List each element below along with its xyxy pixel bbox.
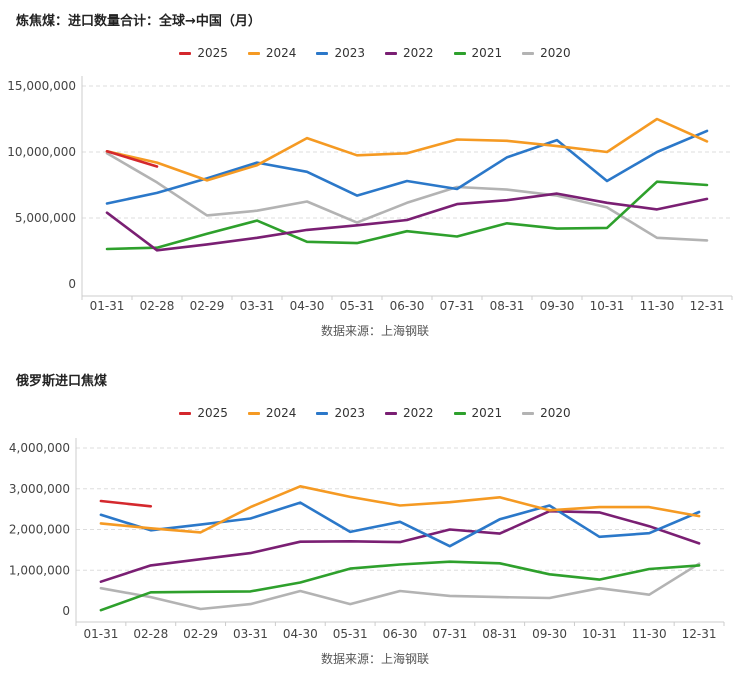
x-tick-label: 07-31 [440, 299, 475, 313]
series-line-2025[interactable] [99, 499, 153, 508]
x-tick-label: 02-28 [140, 299, 175, 313]
series-line-2020[interactable] [105, 152, 709, 242]
legend-label: 2021 [471, 46, 503, 60]
x-tick-label: 07-31 [432, 627, 467, 641]
x-tick-label: 06-30 [383, 627, 418, 641]
legend-swatch [385, 411, 397, 415]
legend-label: 2023 [334, 46, 365, 60]
y-tick-label: 4,000,000 [9, 441, 70, 455]
legend-label: 2024 [265, 46, 297, 60]
x-tick-label: 08-31 [482, 627, 517, 641]
chart-coking-coal-imports: 炼焦煤：进口数量合计：全球→中国（月） 2025 2024 2023 2022 2021… [0, 14, 750, 338]
legend-item-2024[interactable]: 2024 [247, 406, 297, 420]
x-tick-label: 02-28 [133, 627, 168, 641]
x-tick-label: 01-31 [90, 299, 125, 313]
legend-swatch [522, 411, 535, 415]
chart-plot: 0 5,000,000 10,000,000 15,000,000 01-31 02-28… [7, 76, 733, 313]
series-line-2021[interactable] [105, 180, 709, 251]
x-tick-label: 02-29 [183, 627, 218, 641]
x-tick-label: 12-31 [682, 627, 717, 641]
legend-item-2023[interactable]: 2023 [316, 46, 365, 60]
legend-item-2020[interactable]: 2020 [522, 406, 571, 420]
legend-item-2024[interactable]: 2024 [247, 46, 297, 60]
legend-item-2020[interactable]: 2020 [522, 46, 571, 60]
series-line-2023[interactable] [99, 501, 701, 548]
y-tick-label: 1,000,000 [9, 563, 70, 577]
y-tick-label: 5,000,000 [15, 211, 76, 225]
x-tick-label: 11-30 [632, 627, 667, 641]
x-tick-label: 04-30 [290, 299, 325, 313]
chart-russia-coking-coal-imports: 俄罗斯进口焦煤 2025 2024 2023 2022 2021 2020 0 1,000,… [0, 360, 750, 684]
legend-label: 2020 [540, 46, 571, 60]
legend-item-2025[interactable]: 2025 [179, 46, 228, 60]
legend-swatch [316, 411, 329, 415]
chart-legend: 2025 2024 2023 2022 2021 2020 [0, 406, 750, 420]
series-line-2023[interactable] [105, 129, 709, 205]
legend-swatch [179, 51, 192, 55]
legend-label: 2025 [197, 46, 228, 60]
legend-label: 2021 [471, 406, 503, 420]
x-tick-label: 10-31 [582, 627, 617, 641]
legend-label: 2025 [197, 406, 228, 420]
legend-swatch [453, 51, 466, 55]
y-tick-label: 0 [62, 604, 70, 618]
legend-item-2022[interactable]: 2022 [385, 46, 434, 60]
source-note: 数据来源：上海钢联 [320, 324, 429, 338]
x-tick-label: 03-31 [233, 627, 268, 641]
x-tick-label: 06-30 [390, 299, 425, 313]
x-tick-label: 10-31 [590, 299, 625, 313]
chart-title: 俄罗斯进口焦煤 [16, 374, 108, 389]
legend-swatch [385, 51, 397, 55]
y-tick-label: 2,000,000 [9, 523, 70, 537]
chart-legend: 2025 2024 2023 2022 2021 2020 [0, 46, 750, 60]
legend-swatch [453, 411, 466, 415]
x-tick-label: 05-31 [340, 299, 375, 313]
series-line-2022[interactable] [105, 192, 709, 252]
chart-title: 炼焦煤：进口数量合计：全球→中国（月） [16, 14, 261, 29]
legend-label: 2024 [265, 406, 297, 420]
x-tick-label: 08-31 [490, 299, 525, 313]
legend-item-2023[interactable]: 2023 [316, 406, 365, 420]
chart-plot: 0 1,000,000 2,000,000 3,000,000 4,000,000 01-… [9, 438, 725, 641]
x-tick-label: 09-30 [532, 627, 567, 641]
legend-swatch [179, 411, 192, 415]
y-tick-label: 10,000,000 [7, 145, 76, 159]
legend-swatch [247, 411, 260, 415]
series-line-2025[interactable] [105, 150, 159, 168]
legend-item-2021[interactable]: 2021 [453, 46, 503, 60]
x-tick-label: 02-29 [190, 299, 225, 313]
x-tick-label: 05-31 [333, 627, 368, 641]
legend-swatch [316, 51, 329, 55]
x-tick-label: 03-31 [240, 299, 275, 313]
x-tick-label: 12-31 [690, 299, 725, 313]
y-tick-label: 3,000,000 [9, 482, 70, 496]
legend-item-2021[interactable]: 2021 [453, 406, 503, 420]
legend-label: 2020 [540, 406, 571, 420]
legend-label: 2022 [403, 46, 434, 60]
x-tick-label: 11-30 [640, 299, 675, 313]
series-line-2024[interactable] [99, 485, 701, 534]
y-tick-label: 15,000,000 [7, 79, 76, 93]
y-tick-label: 0 [68, 277, 76, 291]
x-tick-label: 04-30 [283, 627, 318, 641]
legend-label: 2022 [403, 406, 434, 420]
series-line-2021[interactable] [99, 560, 701, 612]
x-tick-label: 01-31 [83, 627, 118, 641]
legend-label: 2023 [334, 406, 365, 420]
series-line-2022[interactable] [99, 509, 701, 583]
legend-swatch [522, 51, 535, 55]
legend-item-2025[interactable]: 2025 [179, 406, 228, 420]
series-line-2020[interactable] [99, 562, 701, 611]
source-note: 数据来源：上海钢联 [320, 652, 429, 666]
x-tick-label: 09-30 [540, 299, 575, 313]
series-line-2024[interactable] [105, 117, 709, 182]
legend-item-2022[interactable]: 2022 [385, 406, 434, 420]
legend-swatch [247, 51, 260, 55]
